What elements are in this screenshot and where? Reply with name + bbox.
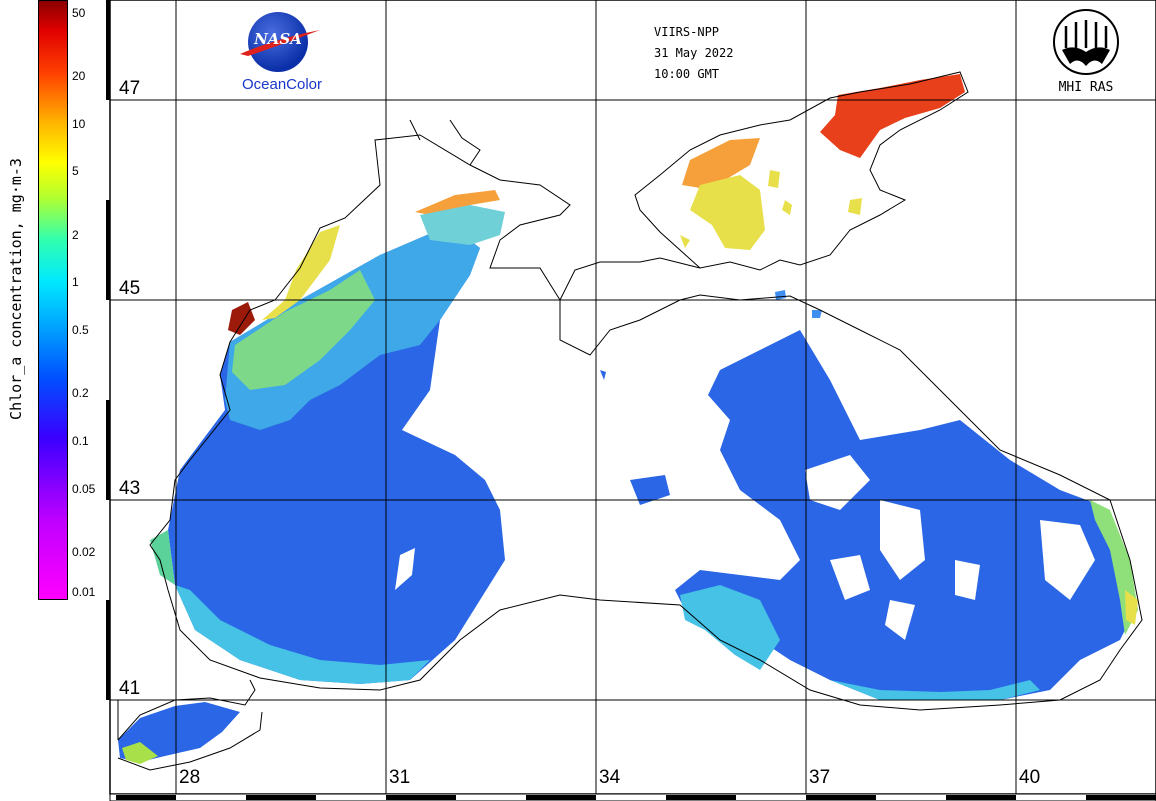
west-coast-band: [150, 530, 175, 585]
crimea-coast: [409, 119, 701, 301]
cloud-gap-7: [955, 560, 980, 600]
marmara-coast: [117, 679, 263, 771]
colorbar-tick-label: 5: [72, 164, 79, 179]
crimea-nw-strip: [415, 190, 500, 215]
azov-spots-blue: [775, 290, 822, 318]
marmara-coastal: [122, 742, 158, 764]
header-info: VIIRS-NPP 31 May 2022 10:00 GMT: [654, 22, 733, 85]
nasa-logo: NASA OceanColor: [234, 10, 330, 96]
south-coast-band: [175, 585, 430, 684]
cloud-gap-3: [1040, 520, 1095, 600]
graticule: [110, 0, 1156, 794]
cloud-gap-4: [395, 548, 415, 590]
colorbar-tick-label: 0.5: [72, 323, 89, 338]
lat-label-43: 43: [118, 478, 142, 499]
colorbar-tick-label: 0.02: [72, 545, 96, 560]
cloud-gap-5: [830, 555, 870, 600]
mhi-emblem-icon: [1053, 9, 1119, 75]
bottom-scale-bar: [109, 793, 1156, 801]
cloud-gap-1: [805, 455, 870, 510]
image-time: 10:00 GMT: [654, 67, 720, 81]
colorbar-tick-label: 10: [72, 116, 86, 131]
sensor-name: VIIRS-NPP: [654, 25, 720, 39]
lon-label-37: 37: [808, 767, 832, 788]
danube-mouth: [228, 302, 255, 335]
azov-yellow: [690, 175, 765, 250]
colorbar-tick-label: 1: [72, 275, 79, 290]
azov-bloom: [820, 74, 965, 158]
colorbar-tick-label: 0.05: [72, 481, 96, 496]
image-date: 31 May 2022: [654, 46, 734, 60]
lat-label-41: 41: [118, 678, 142, 699]
east-coast-yellow: [1125, 590, 1138, 625]
lon-label-40: 40: [1018, 767, 1042, 788]
colorbar-gradient: [39, 1, 67, 599]
mhi-ras-label: MHI RAS: [1058, 80, 1114, 95]
colorbar-tick-label: 0.1: [72, 434, 89, 449]
se-band: [830, 680, 1040, 700]
left-scale-bar: [106, 0, 110, 700]
nasa-logo-text: NASA: [254, 30, 302, 48]
lon-label-31: 31: [388, 767, 412, 788]
lat-label-47: 47: [118, 78, 142, 99]
oceancolor-label: OceanColor: [241, 76, 323, 93]
azov-patches: [680, 170, 862, 248]
crimea-nw-shelf: [420, 205, 505, 245]
black-sea-map: [106, 0, 1156, 801]
cloud-gap-2: [880, 500, 925, 580]
nasa-swoosh-icon: [240, 30, 320, 56]
colorbar-tick-label: 0.2: [72, 386, 89, 401]
black-sea-center-patches: [555, 370, 670, 600]
azov-orange: [682, 138, 760, 188]
colorbar: [38, 0, 68, 600]
colorbar-tick-label: 20: [72, 68, 86, 83]
lon-label-28: 28: [178, 767, 202, 788]
colorbar-tick-label: 0.01: [72, 585, 96, 599]
colorbar-tick-label: 50: [72, 5, 86, 20]
cloud-gap-6: [885, 600, 915, 640]
coastline: [117, 134, 1143, 740]
colorbar-ticks: 50 20 10 5 2 1 0.5 0.2 0.1 0.05 0.02 0.01: [68, 0, 108, 600]
colorbar-tick-label: 2: [72, 227, 79, 242]
mhi-ras-logo: MHI RAS: [1046, 8, 1126, 100]
lat-label-45: 45: [118, 278, 142, 299]
colorbar-label: Chlor_a concentration, mg·m-3: [7, 158, 25, 420]
nw-coast-yellow: [262, 225, 340, 320]
marmara-sea: [118, 702, 240, 762]
lon-label-34: 34: [598, 767, 622, 788]
turkey-east-band: [680, 585, 780, 670]
azov-coastline: [634, 71, 969, 271]
